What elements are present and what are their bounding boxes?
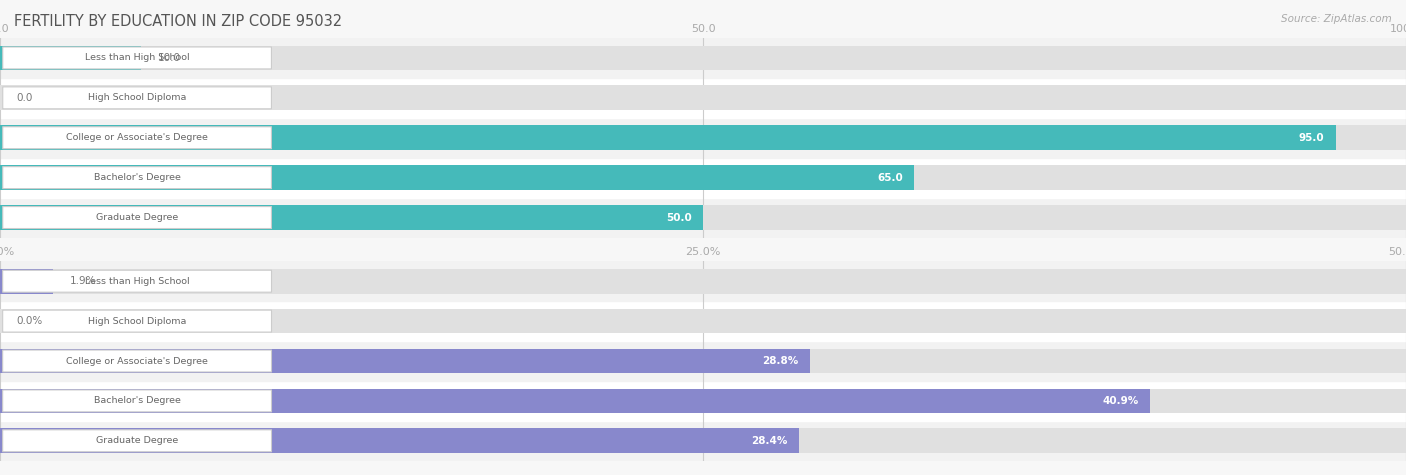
Bar [0,309,1406,333]
Bar [0,428,799,453]
FancyBboxPatch shape [3,430,271,452]
Bar [0,205,703,230]
Text: 28.8%: 28.8% [762,356,799,366]
FancyBboxPatch shape [3,207,271,228]
Bar [0,46,1406,70]
FancyBboxPatch shape [3,310,271,332]
Bar [0,46,141,70]
FancyBboxPatch shape [3,350,271,372]
Text: Graduate Degree: Graduate Degree [96,437,179,445]
Bar [0,428,1406,453]
Text: College or Associate's Degree: College or Associate's Degree [66,133,208,142]
Bar [0,389,1406,413]
Bar [0,38,1406,78]
Bar [0,341,1406,381]
Text: 0.0: 0.0 [17,93,34,103]
Text: FERTILITY BY EDUCATION IN ZIP CODE 95032: FERTILITY BY EDUCATION IN ZIP CODE 95032 [14,14,342,29]
Bar [0,205,1406,230]
Bar [0,198,1406,238]
FancyBboxPatch shape [3,47,271,69]
Text: Source: ZipAtlas.com: Source: ZipAtlas.com [1281,14,1392,24]
Text: Less than High School: Less than High School [84,277,190,285]
Text: 50.0: 50.0 [666,212,692,223]
FancyBboxPatch shape [3,270,271,292]
Text: 65.0: 65.0 [877,172,903,183]
Text: Graduate Degree: Graduate Degree [96,213,179,222]
Text: Bachelor's Degree: Bachelor's Degree [94,397,180,405]
Bar [0,261,1406,301]
Text: 40.9%: 40.9% [1102,396,1139,406]
FancyBboxPatch shape [3,390,271,412]
Bar [0,165,914,190]
FancyBboxPatch shape [3,167,271,189]
Bar [0,78,1406,118]
Bar [0,381,1406,421]
Text: High School Diploma: High School Diploma [89,317,186,325]
Bar [0,125,1406,150]
Bar [0,165,1406,190]
Bar [0,421,1406,461]
Bar [0,349,810,373]
Bar [0,389,1150,413]
Bar [0,349,1406,373]
Text: 0.0%: 0.0% [17,316,44,326]
Text: 10.0: 10.0 [157,53,180,63]
Bar [0,118,1406,158]
Text: Less than High School: Less than High School [84,54,190,62]
Bar [0,301,1406,341]
FancyBboxPatch shape [3,127,271,149]
FancyBboxPatch shape [3,87,271,109]
Text: 95.0: 95.0 [1299,133,1324,143]
Text: Bachelor's Degree: Bachelor's Degree [94,173,180,182]
Bar [0,86,1406,110]
Text: High School Diploma: High School Diploma [89,94,186,102]
Text: 28.4%: 28.4% [751,436,787,446]
Bar [0,158,1406,198]
Bar [0,269,53,294]
Text: College or Associate's Degree: College or Associate's Degree [66,357,208,365]
Bar [0,269,1406,294]
Text: 1.9%: 1.9% [70,276,97,286]
Bar [0,125,1336,150]
